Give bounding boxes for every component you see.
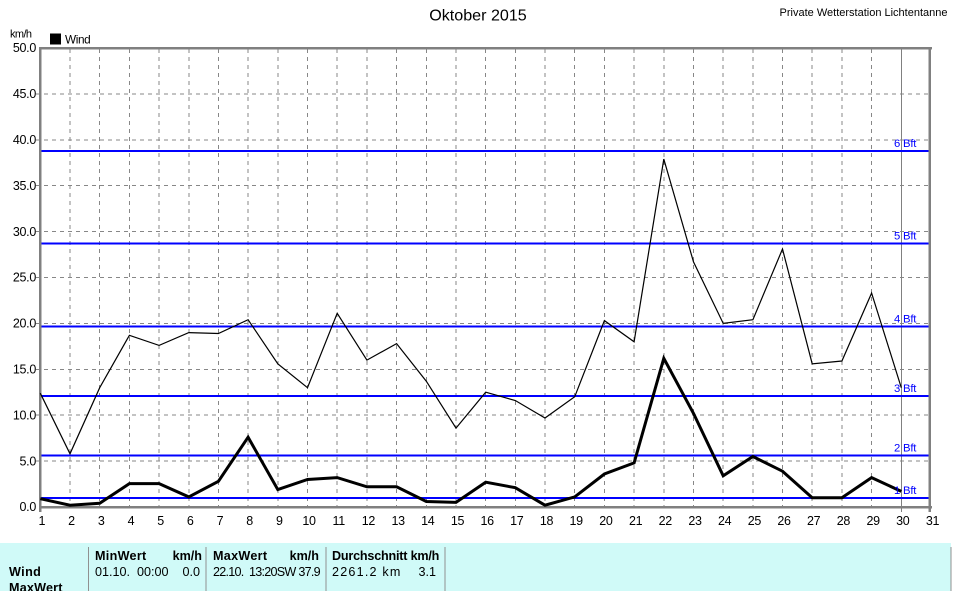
svg-text:23: 23 [688, 514, 702, 528]
svg-text:30: 30 [896, 514, 910, 528]
svg-text:6: 6 [187, 514, 194, 528]
svg-text:2261.2 km: 2261.2 km [332, 565, 402, 579]
svg-text:3: 3 [98, 514, 105, 528]
svg-text:km/h: km/h [290, 549, 319, 563]
svg-text:7: 7 [217, 514, 224, 528]
svg-text:MaxWert: MaxWert [9, 581, 63, 591]
svg-text:MinWert: MinWert [95, 549, 147, 563]
svg-text:19: 19 [570, 514, 584, 528]
svg-text:15.0: 15.0 [13, 363, 36, 377]
svg-text:15: 15 [451, 514, 465, 528]
svg-text:10: 10 [302, 514, 316, 528]
svg-text:MaxWert: MaxWert [213, 549, 268, 563]
svg-text:25: 25 [748, 514, 762, 528]
svg-text:13: 13 [391, 514, 405, 528]
svg-text:km/h: km/h [10, 29, 32, 41]
svg-text:5 Bft: 5 Bft [894, 231, 917, 243]
svg-text:30.0: 30.0 [13, 225, 36, 239]
svg-text:21: 21 [629, 514, 643, 528]
svg-text:12: 12 [362, 514, 376, 528]
svg-text:22.10. 13:20SW 37.9: 22.10. 13:20SW 37.9 [213, 565, 321, 579]
svg-text:km/h: km/h [173, 549, 202, 563]
svg-text:Private Wetterstation Lichtent: Private Wetterstation Lichtentanne [780, 7, 948, 19]
svg-text:01.10. 00:00: 01.10. 00:00 [95, 565, 169, 579]
svg-text:24: 24 [718, 514, 732, 528]
svg-text:20.0: 20.0 [13, 317, 36, 331]
svg-text:5: 5 [157, 514, 164, 528]
svg-text:26: 26 [777, 514, 791, 528]
svg-text:Durchschnitt km/h: Durchschnitt km/h [332, 549, 439, 563]
svg-text:35.0: 35.0 [13, 179, 36, 193]
svg-text:5.0: 5.0 [20, 454, 37, 468]
svg-text:16: 16 [481, 514, 495, 528]
svg-text:Oktober 2015: Oktober 2015 [429, 7, 527, 25]
svg-text:11: 11 [333, 514, 346, 528]
svg-text:10.0: 10.0 [13, 408, 36, 422]
svg-text:22: 22 [659, 514, 673, 528]
svg-text:14: 14 [421, 514, 435, 528]
svg-text:50.0: 50.0 [13, 41, 36, 55]
svg-text:9: 9 [276, 514, 283, 528]
svg-text:2 Bft: 2 Bft [894, 442, 917, 454]
svg-text:2: 2 [68, 514, 75, 528]
svg-text:8: 8 [246, 514, 253, 528]
svg-text:31: 31 [926, 514, 940, 528]
svg-text:4 Bft: 4 Bft [894, 313, 917, 325]
svg-text:45.0: 45.0 [13, 87, 36, 101]
svg-text:3 Bft: 3 Bft [894, 383, 917, 395]
svg-text:27: 27 [807, 514, 821, 528]
svg-text:6 Bft: 6 Bft [894, 138, 917, 150]
svg-text:28: 28 [837, 514, 851, 528]
svg-text:25.0: 25.0 [13, 271, 36, 285]
svg-text:40.0: 40.0 [13, 133, 36, 147]
svg-text:1: 1 [38, 514, 45, 528]
svg-text:Wind: Wind [65, 33, 90, 47]
svg-text:3.1: 3.1 [418, 565, 436, 579]
svg-text:0.0: 0.0 [182, 565, 200, 579]
svg-text:20: 20 [599, 514, 613, 528]
svg-text:18: 18 [540, 514, 554, 528]
svg-text:1 Bft: 1 Bft [894, 485, 917, 497]
svg-text:17: 17 [510, 514, 524, 528]
svg-text:Wind: Wind [9, 565, 41, 579]
svg-text:29: 29 [866, 514, 880, 528]
svg-text:4: 4 [128, 514, 135, 528]
svg-text:0.0: 0.0 [20, 500, 37, 514]
